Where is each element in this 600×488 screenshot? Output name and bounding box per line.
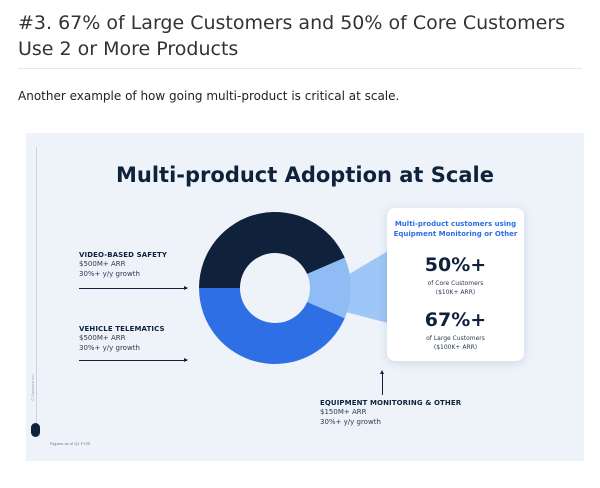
callout-heading: Multi-product customers using Equipment … [387,219,524,239]
chart-title: Multi-product Adoption at Scale [116,163,494,187]
segment-growth: 30%+ y/y growth [79,270,140,278]
stat-large-value: 67%+ [424,309,487,331]
donut-slice-vehicle-telematics [199,288,345,365]
stat-large-desc: of Large Customers ($100K+ ARR) [387,334,524,352]
arrow-video-safety [79,286,188,290]
stat-large-line1: of Large Customers [426,335,485,342]
segment-growth: 30%+ y/y growth [79,344,140,352]
slide-side-rule [36,147,37,427]
slide-side-dot [31,423,40,437]
article-intro: Another example of how going multi-produ… [18,89,400,103]
donut-slice-equipment-monitoring-other [307,257,351,319]
arrow-vehicle-telematics [79,358,188,362]
stat-core-value: 50%+ [424,254,487,276]
heading-divider [18,68,582,69]
segment-arr: $150M+ ARR [320,408,367,416]
segment-label-vehicle-telematics: VEHICLE TELEMATICS $500M+ ARR 30%+ y/y g… [79,325,165,353]
multi-product-callout: Multi-product customers using Equipment … [387,208,524,361]
callout-heading-line1: Multi-product customers using [394,220,517,228]
donut-chart [199,211,388,365]
segment-label-video-safety: VIDEO-BASED SAFETY $500M+ ARR 30%+ y/y g… [79,251,167,279]
stat-core-desc: of Core Customers ($10K+ ARR) [387,279,524,297]
segment-growth: 30%+ y/y growth [320,418,381,426]
segment-name: VEHICLE TELEMATICS [79,325,165,333]
donut-slice-video-based-safety [199,211,345,288]
stat-core-line2: ($10K+ ARR) [435,289,476,296]
chart-footnote: Figures as of Q1 FY25 [50,441,91,446]
chart-slide: © Samsara Inc. Multi-product Adoption at… [26,133,584,461]
segment-arr: $500M+ ARR [79,334,126,342]
segment-name: VIDEO-BASED SAFETY [79,251,168,259]
arrow-equipment-monitoring [380,370,384,395]
stat-core-line1: of Core Customers [427,280,484,287]
article-heading: #3. 67% of Large Customers and 50% of Co… [18,12,566,60]
stat-large-line2: ($100K+ ARR) [433,344,478,351]
segment-arr: $500M+ ARR [79,260,126,268]
segment-label-equipment-monitoring: EQUIPMENT MONITORING & OTHER $150M+ ARR … [320,399,461,427]
segment-name: EQUIPMENT MONITORING & OTHER [320,399,462,407]
callout-heading-line2: Equipment Monitoring or Other [393,230,518,238]
